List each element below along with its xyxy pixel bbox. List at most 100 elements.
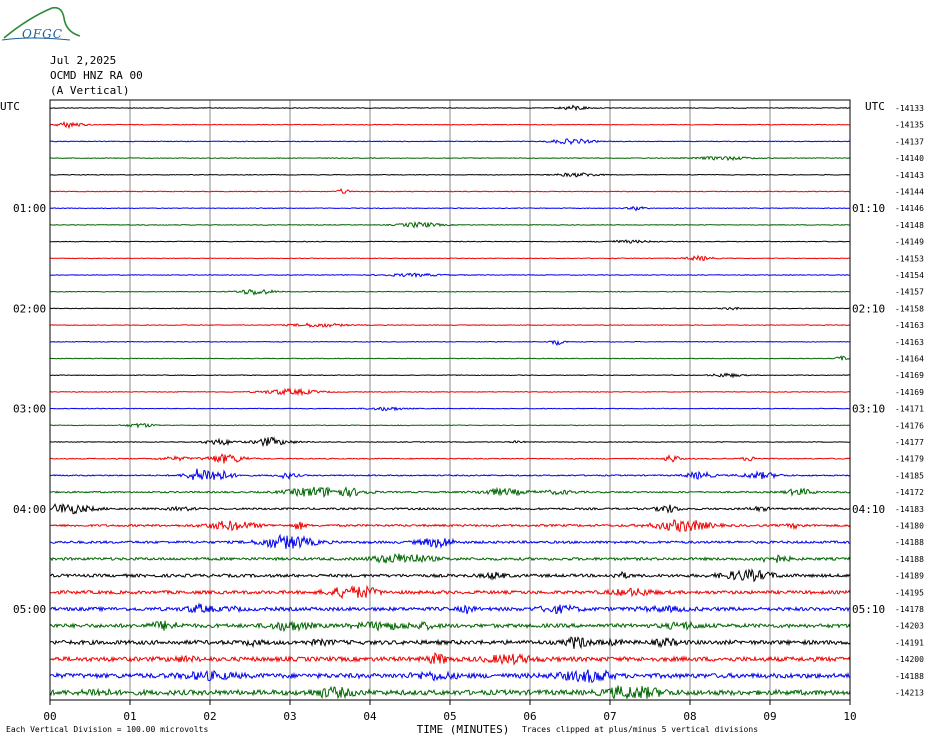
trace-offset-label: -14178 [895,605,924,614]
seismic-trace [49,306,851,311]
trace-offset-label: -14180 [895,522,924,531]
seismic-trace [49,239,851,244]
scale-note: Each Vertical Division = 100.00 microvol… [6,725,209,734]
seismic-trace [49,187,851,194]
seismic-trace [49,355,851,361]
seismic-trace [49,104,851,112]
trace-offset-label: -14203 [895,622,924,631]
seismic-trace [49,503,851,515]
left-utc-label: UTC [0,100,20,113]
x-tick-label: 01 [123,710,136,723]
trace-offset-label: -14176 [895,421,924,430]
trace-offset-label: -14177 [895,438,924,447]
seismic-trace [49,372,851,379]
x-tick-label: 06 [523,710,536,723]
seismic-trace [50,120,851,130]
left-time-label: 03:00 [13,403,46,416]
trace-offset-label: -14191 [895,638,924,647]
seismic-trace [50,568,851,583]
x-tick-label: 09 [763,710,776,723]
trace-offset-label: -14185 [895,471,924,480]
x-axis-label: TIME (MINUTES) [417,723,510,736]
seismic-trace [49,422,851,429]
trace-offset-label: -14188 [895,538,924,547]
seismic-trace [49,620,851,633]
plot-frame [49,99,851,701]
seismic-trace [49,519,851,533]
seismic-trace [49,453,851,464]
trace-offset-label: -14140 [895,154,924,163]
trace-offset-label: -14143 [895,171,924,180]
x-tick-label: 03 [283,710,296,723]
date-label: Jul 2,2025 [50,54,117,67]
seismic-trace [49,322,851,328]
seismic-trace [49,254,851,262]
left-time-label: 04:00 [13,503,46,516]
trace-offset-label: -14172 [895,488,924,497]
time-grid [49,100,851,705]
left-time-label: 05:00 [13,603,46,616]
trace-offset-label: -14144 [895,188,924,197]
trace-offset-label: -14163 [895,338,924,347]
right-time-label: 03:10 [852,403,885,416]
trace-offset-label: -14195 [895,588,924,597]
trace-offset-label: -14133 [895,104,924,113]
seismic-trace [49,387,851,397]
seismic-trace [49,138,851,146]
seismic-trace [49,272,851,279]
station-label: OCMD HNZ RA 00 [50,69,143,82]
trace-offset-label: -14163 [895,321,924,330]
trace-offset-label: -14169 [895,388,924,397]
right-time-label: 01:10 [852,202,885,215]
trace-offset-label: -14146 [895,204,924,213]
seismic-trace [49,288,851,296]
seismic-trace [49,669,851,684]
seismic-trace [49,636,851,650]
component-label: (A Vertical) [50,84,130,97]
trace-offset-label: -14157 [895,288,924,297]
trace-offset-label: -14153 [895,254,924,263]
seismic-trace [50,602,851,615]
seismic-traces [49,104,851,700]
trace-offset-label: -14179 [895,455,924,464]
seismic-trace [49,468,851,481]
seismic-trace [49,651,851,666]
axis-labels: 00 01 02 03 04 05 06 07 08 09 10 TIME (MINUTES) UTC U… [0,100,924,736]
seismic-trace [50,406,850,412]
trace-offset-label: -14200 [895,655,924,664]
trace-offset-label: -14169 [895,371,924,380]
trace-offset-label: -14188 [895,555,924,564]
x-tick-label: 10 [843,710,856,723]
left-time-label: 01:00 [13,202,46,215]
trace-offset-label: -14158 [895,304,924,313]
seismic-trace [49,220,851,229]
trace-offset-label: -14189 [895,572,924,581]
trace-offset-label: -14154 [895,271,924,280]
x-tick-label: 05 [443,710,456,723]
trace-offset-label: -14149 [895,238,924,247]
trace-offset-label: -14183 [895,505,924,514]
x-tick-label: 08 [683,710,696,723]
seismic-trace [49,685,851,700]
right-time-label: 04:10 [852,503,885,516]
trace-offset-label: -14171 [895,405,924,414]
trace-offset-label: -14164 [895,355,924,364]
trace-offset-label: -14135 [895,121,924,130]
x-tick-label: 07 [603,710,616,723]
x-tick-label: 02 [203,710,216,723]
seismic-trace [49,205,851,212]
logo-text: OFGC [22,27,63,41]
logo-icon [1,6,81,41]
seismic-trace [49,339,851,346]
seismic-trace [49,436,850,448]
right-time-label: 02:10 [852,302,885,315]
left-time-label: 02:00 [13,302,46,315]
trace-offset-label: -14148 [895,221,924,230]
seismic-trace [50,486,851,498]
trace-offset-label: -14137 [895,137,924,146]
trace-offset-label: -14188 [895,672,924,681]
seismic-trace [49,172,851,178]
right-utc-label: UTC [865,100,885,113]
seismic-trace [49,155,851,162]
